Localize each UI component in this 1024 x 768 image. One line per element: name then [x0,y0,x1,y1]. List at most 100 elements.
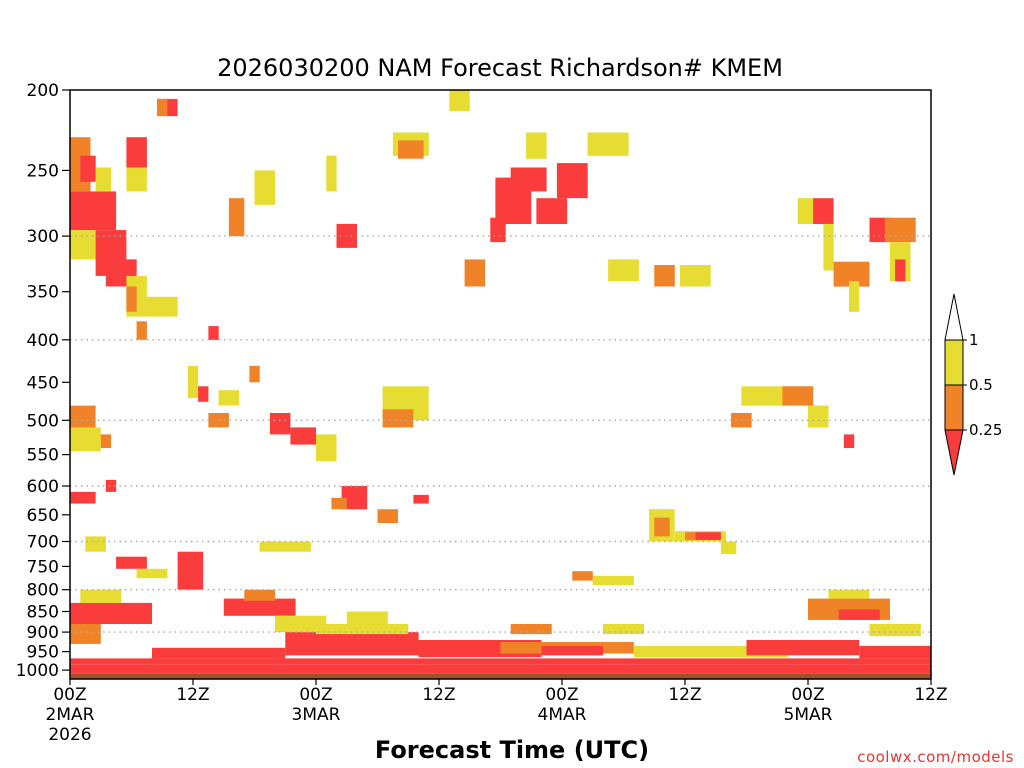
heatmap-cell-low [152,647,286,659]
x-axis-label: Forecast Time (UTC) [375,736,649,764]
y-tick-label: 850 [27,603,59,623]
heatmap-cell-low [80,155,96,182]
y-tick-label: 600 [27,477,59,497]
heatmap-cell-high [808,405,829,428]
legend-swatch-mid [944,384,964,431]
y-tick-label: 500 [27,411,59,431]
y-tick-label: 350 [27,283,59,303]
legend-arrow-bottom [944,429,964,476]
heatmap-cell-high [449,90,470,111]
x-tick-label: 12Z [668,685,701,705]
x-tick-label: 12Z [422,685,455,705]
heatmap-cell-mid [464,259,486,287]
heatmap-cell-mid [157,98,168,117]
y-tick-label: 900 [27,623,59,643]
heatmap-cell-low [223,598,296,616]
heatmap-cell-high [823,223,834,271]
heatmap-cell-mid [685,532,696,540]
heatmap-cell-low [413,494,429,504]
heatmap-cell-high [126,167,147,192]
heatmap-cell-mid [572,571,593,581]
y-tick-label: 800 [27,581,59,601]
heatmap-cell-low [105,479,117,492]
heatmap-cell-low [536,198,568,224]
heatmap-cell-low [859,645,932,659]
heatmap-cell-low [70,491,96,504]
heatmap-cell-mid [331,497,347,510]
x-tick-date: 2MAR [46,705,95,725]
ground-band [70,673,931,679]
heatmap-cell-mid [126,286,137,312]
heatmap-cell-low [126,137,147,168]
heatmap-cell-high [526,132,547,159]
heatmap-cell-low [116,556,147,569]
heatmap-cell-low [895,259,906,282]
x-tick-date: 4MAR [538,705,587,725]
heatmap-cell-mid [136,321,147,340]
heatmap-cell-mid [70,624,101,644]
heatmap-cell-mid [100,434,112,448]
y-tick-label: 650 [27,506,59,526]
heatmap-cell-mid [228,198,245,237]
heatmap-cell-low [70,658,931,665]
heatmap-cell-mid [249,365,260,383]
heatmap-cell-high [741,386,788,406]
x-tick-year: 2026 [48,725,91,745]
x-tick-label: 12Z [176,685,209,705]
legend-arrow-top [944,293,964,341]
heatmap-cell-mid [382,409,414,428]
heatmap-cell-low [70,664,931,674]
heatmap-cell-high [85,536,106,552]
heatmap-cell-high [218,390,240,406]
heatmap-cell-mid [654,517,670,537]
heatmap-cell-mid [782,386,814,406]
heatmap-cell-mid [70,405,96,428]
heatmap-cell-high [95,167,111,192]
heatmap-cell-mid [654,265,675,287]
heatmap-cell-high [259,541,311,552]
plot-frame [69,89,932,680]
x-tick-date: 5MAR [784,705,833,725]
heatmap-cell-high [254,170,275,205]
heatmap-cell-high [346,611,388,624]
heatmap-cell-high [869,624,921,637]
ground-band-fill [70,673,931,679]
heatmap-cell-mid [398,140,424,159]
color-legend: 1 0.5 0.25 [944,293,1002,476]
heatmap-cell-low [290,427,316,445]
heatmap-cell-high [592,575,634,586]
heatmap-cell-high [326,155,337,192]
y-tick-label: 200 [27,81,59,101]
heatmap-cell-low [490,217,506,243]
y-axis-ticks: 200 250 300 350 400 450 500 550 600 650 700 750 8008… [16,81,70,681]
heatmap-cell-high [797,198,814,224]
heatmap-cell-high [70,230,96,260]
heatmap-cell-low [510,167,547,192]
heatmap-cell-low [70,191,117,231]
x-tick-label: 00Z [545,685,578,705]
heatmap-cell-high [849,281,860,312]
x-tick-label: 00Z [791,685,824,705]
heatmap-cell-mid [377,509,398,523]
credit-text: coolwx.com/models [857,748,1014,766]
heatmap-cell-low [556,163,588,199]
x-tick-label: 00Z [53,685,86,705]
heatmap-cell-low [838,609,880,620]
y-tick-label: 550 [27,446,59,466]
heatmap-cell-low [695,532,721,540]
heatmap-cell-low [177,551,204,590]
heatmap-cell-low [541,645,603,656]
heatmap-cell-low [208,326,219,340]
heatmap-cell-high [587,132,629,156]
heatmap-cell-low [746,640,860,656]
heatmap-cell-high [275,615,327,633]
heatmap-cell-high [70,427,101,452]
y-tick-label: 750 [27,557,59,577]
legend-label: 0.25 [969,421,1002,439]
heatmap-cell-low [341,486,368,510]
heatmap-cell-low [198,386,209,402]
x-tick-date: 3MAR [292,705,341,725]
legend-swatch-high [944,339,964,386]
